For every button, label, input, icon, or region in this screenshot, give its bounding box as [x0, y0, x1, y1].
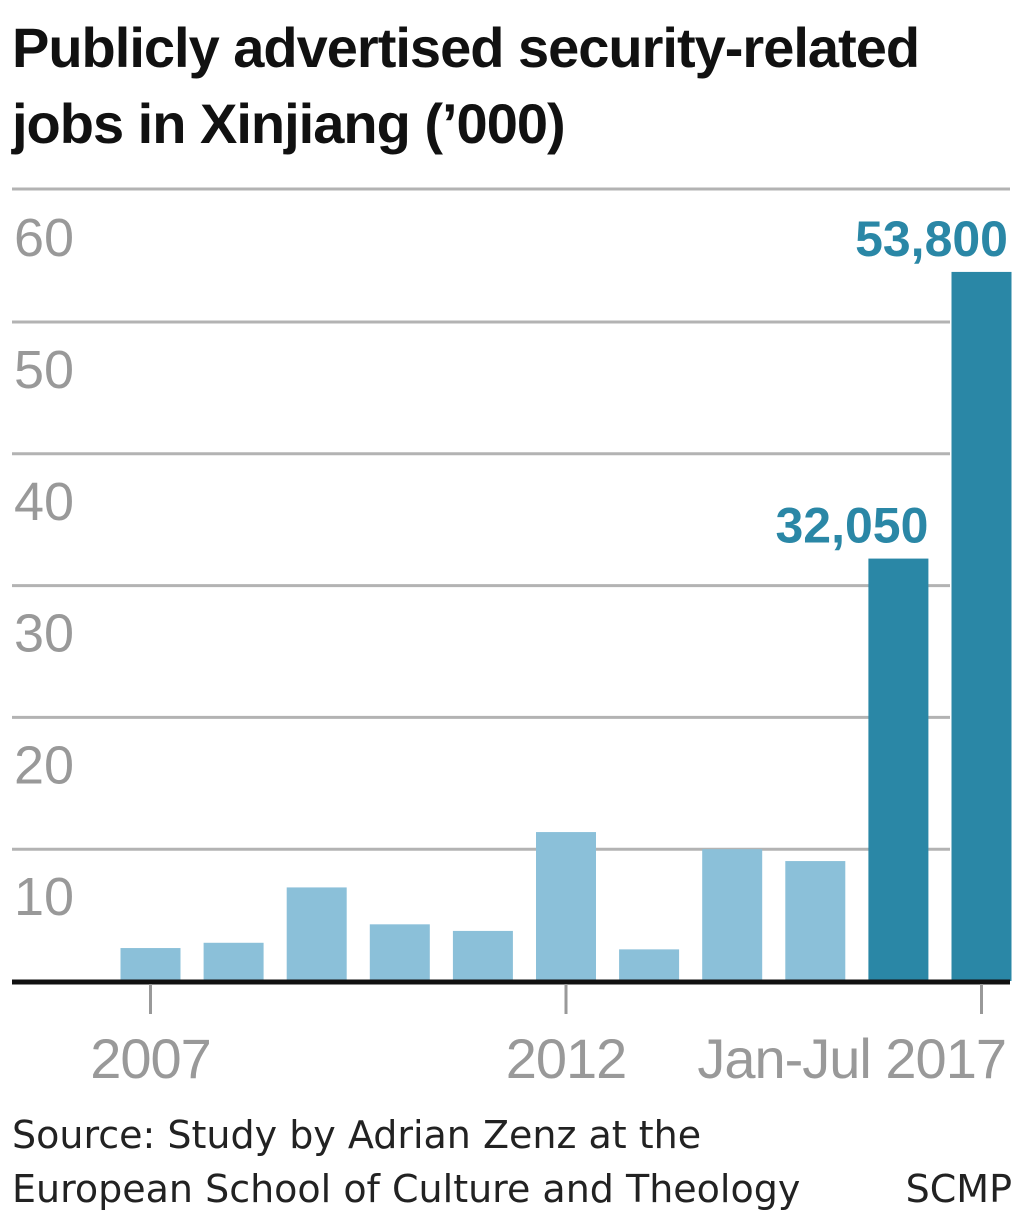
y-tick-label: 30 [14, 604, 74, 664]
data-label: 32,050 [775, 498, 928, 554]
source-line-1: Source: Study by Adrian Zenz at the [12, 1113, 702, 1157]
y-tick-label: 20 [14, 735, 74, 795]
bar-2013 [619, 949, 680, 981]
data-labels: 32,050 53,800 [775, 211, 1008, 554]
y-tick-label: 50 [14, 340, 74, 400]
data-label: 53,800 [855, 211, 1008, 267]
bar-jan-jul-2017 [951, 271, 1012, 981]
source-line-2: European School of Culture and Theology [12, 1167, 801, 1211]
y-axis-tick-labels: 10 20 30 40 50 60 [14, 208, 74, 927]
bar-2007 [120, 948, 181, 981]
bar-2009 [286, 887, 347, 981]
bar-2012 [536, 832, 596, 981]
publisher-credit: SCMP [905, 1167, 1012, 1211]
x-tick-label: 2007 [90, 1027, 211, 1090]
source-note: Source: Study by Adrian Zenz at the Euro… [12, 1108, 1012, 1216]
bar-2015 [785, 861, 846, 981]
y-tick-label: 40 [14, 472, 74, 532]
y-tick-label: 10 [14, 867, 74, 927]
bar-2014 [702, 849, 763, 981]
y-tick-label: 60 [14, 208, 74, 268]
gridlines [12, 187, 1010, 851]
bar-chart: 10 20 30 40 50 60 32,050 53,800 2007 2012 Jan-Ju… [12, 187, 1012, 1090]
x-tick-label: 2012 [506, 1027, 627, 1090]
bar-2016 [868, 558, 929, 981]
bar-2011 [452, 930, 513, 981]
x-tick-label: Jan-Jul 2017 [697, 1027, 1006, 1090]
chart-title: Publicly advertised security-related job… [12, 16, 920, 155]
x-axis-ticks: 2007 2012 Jan-Jul 2017 [90, 984, 1007, 1090]
bars [120, 271, 1012, 981]
bar-2010 [369, 924, 430, 981]
bar-2008 [203, 942, 264, 981]
